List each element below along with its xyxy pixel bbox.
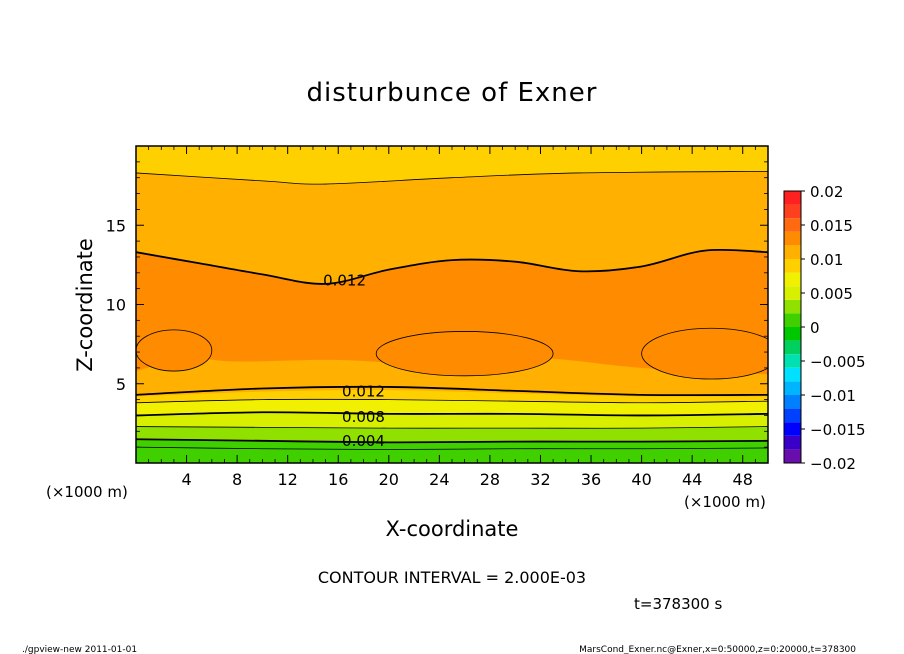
contour-line: [136, 426, 768, 429]
colorbar-segment: [784, 218, 801, 232]
contour-line: [136, 385, 768, 397]
footer-left: ./gpview-new 2011-01-01: [22, 645, 137, 654]
colorbar-tick-label: −0.01: [810, 387, 856, 405]
colorbar-tick-label: −0.015: [810, 421, 866, 439]
colorbar-segment: [784, 367, 801, 382]
contour-line: [136, 438, 768, 444]
x-tick-label: 44: [682, 470, 702, 489]
contour-labels: 0.012 0.012 0.008 0.004: [323, 272, 385, 450]
colorbar-segment: [784, 299, 801, 314]
x-tick-label: 8: [232, 470, 242, 489]
colorbar-segment: [784, 313, 801, 327]
colorbar-tick-label: 0.005: [810, 285, 853, 303]
colorbar-tick-label: 0.01: [810, 251, 843, 269]
contour-line: [136, 248, 768, 285]
x-tick-label: 12: [278, 470, 298, 489]
colorbar-segment: [784, 408, 801, 423]
colorbar-tick-label: 0.02: [810, 183, 843, 201]
fill-core: [641, 327, 768, 380]
colorbar-segment: [784, 435, 801, 450]
time-stamp: t=378300 s: [634, 595, 722, 613]
colorbar-tick-labels: 0.02 0.015 0.01 0.005 0 −0.005 −0.01 −0.015 −0.0…: [801, 183, 866, 473]
contour-line: [136, 411, 768, 417]
x-axis-label: X-coordinate: [386, 517, 519, 541]
colorbar-segment: [784, 354, 801, 368]
fill-core: [136, 329, 213, 372]
colorbar-segment: [784, 395, 801, 409]
fill-core: [375, 331, 554, 377]
x-tick-label: 24: [429, 470, 449, 489]
contour-label: 0.012: [323, 272, 366, 290]
colorbar-segment: [784, 272, 801, 287]
contour-line: [136, 398, 768, 404]
colorbar-segment: [784, 422, 801, 436]
colorbar-segment: [784, 381, 801, 395]
footer-right: MarsCond_Exner.nc@Exner,x=0:50000,z=0:20…: [579, 645, 856, 654]
contour-line: [136, 170, 768, 185]
contour-label: 0.012: [342, 383, 385, 401]
colorbar-segment: [784, 231, 801, 246]
x-axis-ticks: 4 8 12 16 20 24 28 32 36 40 44 48: [148, 146, 756, 489]
fill-band: [136, 447, 768, 463]
contour-label: 0.004: [342, 432, 385, 450]
colorbar-tick-label: −0.005: [810, 353, 866, 371]
colorbar-segment: [784, 286, 801, 300]
colorbar-tick-label: 0.015: [810, 217, 853, 235]
y-axis-label: Z-coordinate: [73, 238, 97, 372]
colorbar-segment: [784, 259, 801, 273]
colorbar-segment: [784, 340, 801, 355]
y-tick-label: 15: [106, 216, 126, 235]
colorbar-segment: [784, 327, 801, 341]
contour-lines: [136, 170, 768, 450]
y-tick-label: 10: [106, 296, 126, 315]
colorbar-segment: [784, 191, 801, 205]
chart-title: disturbunce of Exner: [307, 78, 598, 108]
contour-label: 0.008: [342, 408, 385, 426]
x-tick-label: 40: [631, 470, 651, 489]
colorbar-tick-label: −0.02: [810, 455, 856, 473]
x-axis-unit: (×1000 m): [684, 493, 766, 511]
x-tick-label: 36: [581, 470, 601, 489]
colorbar-tick-label: 0: [810, 319, 820, 337]
contour-line: [136, 446, 768, 450]
colorbar-segment: [784, 449, 801, 463]
colorbar-segment: [784, 245, 801, 259]
y-tick-label: 5: [116, 375, 126, 394]
x-tick-label: 16: [328, 470, 348, 489]
contour-interval-note: CONTOUR INTERVAL = 2.000E-03: [318, 568, 586, 587]
colorbar: [783, 190, 802, 464]
x-tick-label: 32: [530, 470, 550, 489]
x-tick-label: 28: [480, 470, 500, 489]
x-tick-label: 4: [181, 470, 191, 489]
colorbar-segment: [784, 204, 801, 219]
x-tick-label: 20: [379, 470, 399, 489]
x-tick-label: 48: [733, 470, 753, 489]
y-axis-unit: (×1000 m): [46, 483, 128, 501]
y-axis-ticks: 5 10 15: [106, 161, 768, 448]
